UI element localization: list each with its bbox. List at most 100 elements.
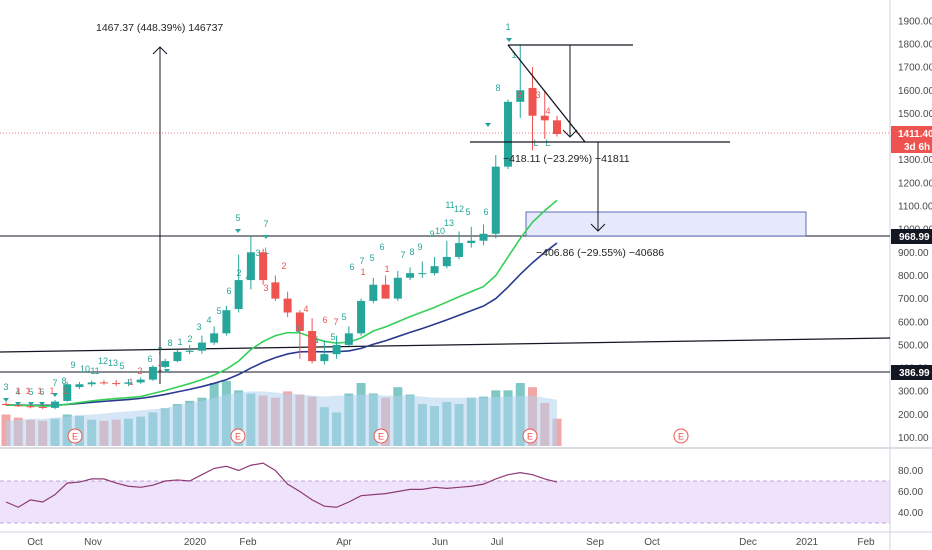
td-label-red: 5 — [313, 335, 318, 345]
countdown-text: 3d 6h — [904, 142, 930, 153]
td-label-green: L — [533, 138, 538, 148]
candle-body — [344, 333, 353, 345]
candle-body — [234, 280, 243, 310]
candle-body — [455, 243, 464, 257]
rsi-tick-label: 60.00 — [898, 487, 923, 498]
ema-fast-line — [5, 199, 558, 407]
td-label-red: 1 — [37, 386, 42, 396]
candle-body — [406, 273, 415, 278]
candle-body — [271, 282, 280, 299]
current-price-tag-bg — [891, 126, 932, 153]
candle-body — [479, 233, 488, 241]
candle-body — [528, 87, 537, 116]
level-386-tag-bg — [891, 365, 932, 380]
candle-body — [259, 252, 268, 281]
earnings-marker-label: E — [378, 432, 384, 442]
candle-body — [504, 101, 513, 167]
time-axis[interactable]: Oct Nov 2020 Feb Apr Jun Jul Sep Oct Dec 2021 Feb — [27, 537, 875, 548]
measure-down2-arrow — [590, 223, 606, 232]
td-label-red: 7 — [333, 317, 338, 327]
candle-body — [332, 344, 341, 355]
earnings-marker-label: E — [235, 432, 241, 442]
candle-body — [38, 406, 47, 408]
td-label-red: 2 — [137, 366, 142, 376]
candle-body — [491, 166, 500, 234]
level-968-text: 968.99 — [899, 232, 930, 243]
level-968-tag-bg — [891, 229, 932, 244]
td-label-red: 3 — [263, 283, 268, 293]
current-price-tag[interactable]: 1411.40 3d 6h — [891, 126, 932, 153]
earnings-marker-label: E — [527, 432, 533, 442]
time-label: Oct — [27, 537, 43, 548]
candle-body — [357, 300, 366, 334]
candle-body — [148, 366, 157, 380]
price-tick-label: 1500.00 — [898, 109, 932, 120]
candle-body — [516, 90, 525, 102]
measure-down2-tool[interactable]: −406.86 (−29.55%) −40686 — [536, 142, 664, 259]
candle-body — [222, 310, 231, 334]
td-label-green: 7 — [400, 250, 405, 260]
earnings-marker — [373, 428, 389, 444]
candle-body — [75, 384, 84, 388]
measure-up-tool[interactable]: 1467.37 (448.39%) 146737 — [96, 22, 223, 384]
level-386-tag[interactable]: 386.99 — [891, 365, 932, 380]
td-arrow — [263, 235, 269, 239]
rsi-line — [5, 462, 558, 508]
trend-line[interactable] — [0, 337, 891, 353]
price-tick-label: 600.00 — [898, 317, 929, 328]
td-label-green: 1 — [511, 50, 516, 60]
td-arrow — [15, 402, 21, 406]
candle-body — [173, 351, 182, 362]
td-label-red: 1 — [62, 386, 67, 396]
td-arrow — [39, 402, 45, 406]
candle-body — [185, 350, 194, 352]
td-label-green: 9 — [429, 229, 434, 239]
td-label-green: 7 — [359, 256, 364, 266]
candle-body — [442, 256, 451, 267]
level-968-tag[interactable]: 968.99 — [891, 229, 932, 244]
td-label-green: 2 — [187, 334, 192, 344]
candle-body — [197, 342, 206, 351]
time-label: Feb — [857, 537, 875, 548]
td-label-green: 5 — [216, 306, 221, 316]
candle-body — [540, 115, 549, 121]
td-label-green: 5 — [235, 213, 240, 223]
td-label-green: 2 — [236, 268, 241, 278]
time-label: Oct — [644, 537, 660, 548]
time-label: Feb — [239, 537, 257, 548]
target-box[interactable] — [525, 211, 807, 237]
candle-body — [308, 331, 317, 362]
candles — [2, 45, 561, 410]
td-label-green: 5 — [341, 312, 346, 322]
td-arrow — [28, 402, 34, 406]
td-label-red: 6 — [555, 120, 560, 130]
td-label-green: 11 — [90, 366, 99, 376]
td-label-red: 2 — [281, 261, 286, 271]
price-tick-label: 700.00 — [898, 294, 929, 305]
triangle-diagonal — [507, 44, 586, 143]
td-label-red: 4 — [303, 304, 308, 314]
candle-body — [283, 298, 292, 313]
td-label-green: 7 — [52, 378, 57, 388]
candle-body — [2, 403, 10, 406]
time-label: Jun — [432, 537, 448, 548]
price-tick-label: 1100.00 — [898, 202, 932, 213]
candle-body — [124, 382, 133, 384]
candle-body — [369, 284, 378, 301]
earnings-marker — [673, 428, 689, 444]
candle-body — [430, 266, 439, 274]
time-label: 2020 — [184, 537, 207, 548]
td-arrow — [485, 123, 491, 127]
td-label-green: 8 — [495, 83, 500, 93]
td-label-green: 5 — [330, 332, 335, 342]
td-arrow — [164, 369, 170, 373]
td-arrow — [506, 38, 512, 42]
candle-body — [26, 406, 35, 408]
candle-body — [50, 401, 59, 408]
td-label-green: 10 — [435, 226, 445, 236]
td-label-green: 3 — [3, 382, 8, 392]
price-tick-label: 800.00 — [898, 271, 929, 282]
time-label: Apr — [336, 537, 352, 548]
